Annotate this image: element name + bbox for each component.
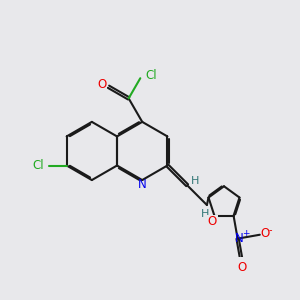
Text: O: O bbox=[97, 78, 106, 91]
Text: O: O bbox=[260, 227, 269, 240]
Text: N: N bbox=[138, 178, 147, 191]
Text: Cl: Cl bbox=[145, 69, 157, 82]
Text: +: + bbox=[242, 230, 250, 238]
Text: N: N bbox=[234, 232, 243, 245]
Text: H: H bbox=[191, 176, 199, 186]
Text: Cl: Cl bbox=[32, 159, 44, 172]
Text: -: - bbox=[268, 225, 272, 235]
Text: O: O bbox=[237, 260, 246, 274]
Text: O: O bbox=[208, 215, 217, 228]
Text: H: H bbox=[201, 208, 209, 218]
